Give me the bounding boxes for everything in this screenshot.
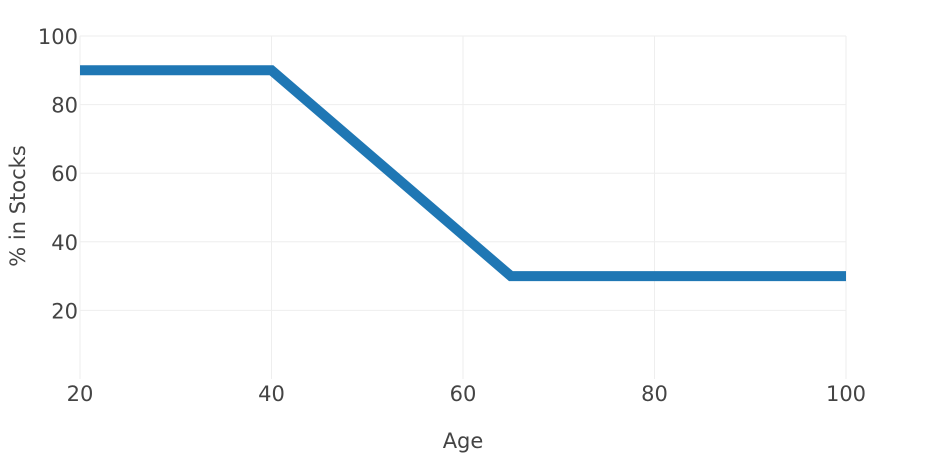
y-tick-label: 100 — [38, 25, 78, 49]
x-tick-label: 100 — [826, 382, 866, 406]
x-axis-title: Age — [443, 429, 484, 453]
series-layer — [80, 65, 846, 282]
y-axis-title: % in Stocks — [6, 145, 30, 267]
x-tick-label: 80 — [641, 382, 668, 406]
x-tick-label: 20 — [67, 382, 94, 406]
tick-layer: 20 40 60 80 100 20 40 60 80 100 — [38, 25, 866, 406]
y-tick-label: 60 — [51, 162, 78, 186]
y-tick-label: 20 — [51, 299, 78, 323]
y-tick-label: 40 — [51, 231, 78, 255]
x-tick-label: 40 — [258, 382, 285, 406]
grid-layer — [79, 35, 847, 379]
series-line — [80, 65, 846, 282]
y-tick-label: 80 — [51, 94, 78, 118]
x-tick-label: 60 — [450, 382, 477, 406]
